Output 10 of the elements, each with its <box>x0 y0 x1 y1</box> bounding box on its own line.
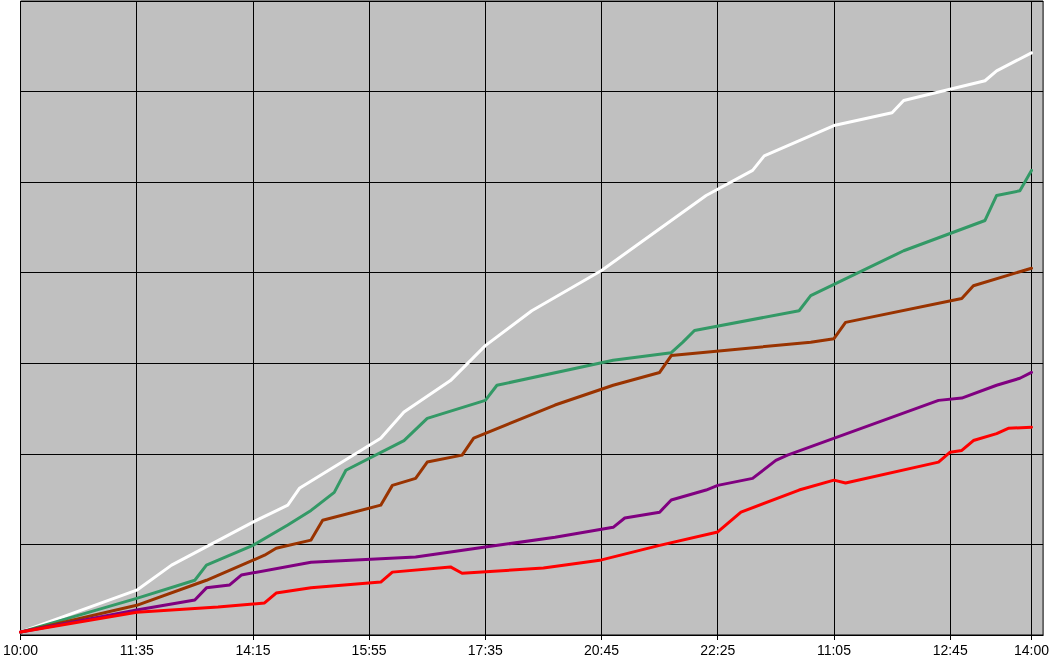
x-tick-label: 20:45 <box>584 642 620 658</box>
x-tick-label: 14:15 <box>235 642 271 658</box>
x-tick-label: 12:45 <box>932 642 968 658</box>
x-tick-label: 10:00 <box>2 642 39 658</box>
x-tick-label: 14:00 <box>1013 642 1050 658</box>
x-tick-label: 22:25 <box>700 642 736 658</box>
x-tick-label: 17:35 <box>467 642 504 658</box>
x-tick-label: 15:55 <box>351 642 387 658</box>
x-tick-label: 11:05 <box>816 642 852 658</box>
x-tick-label: 11:35 <box>119 642 154 658</box>
